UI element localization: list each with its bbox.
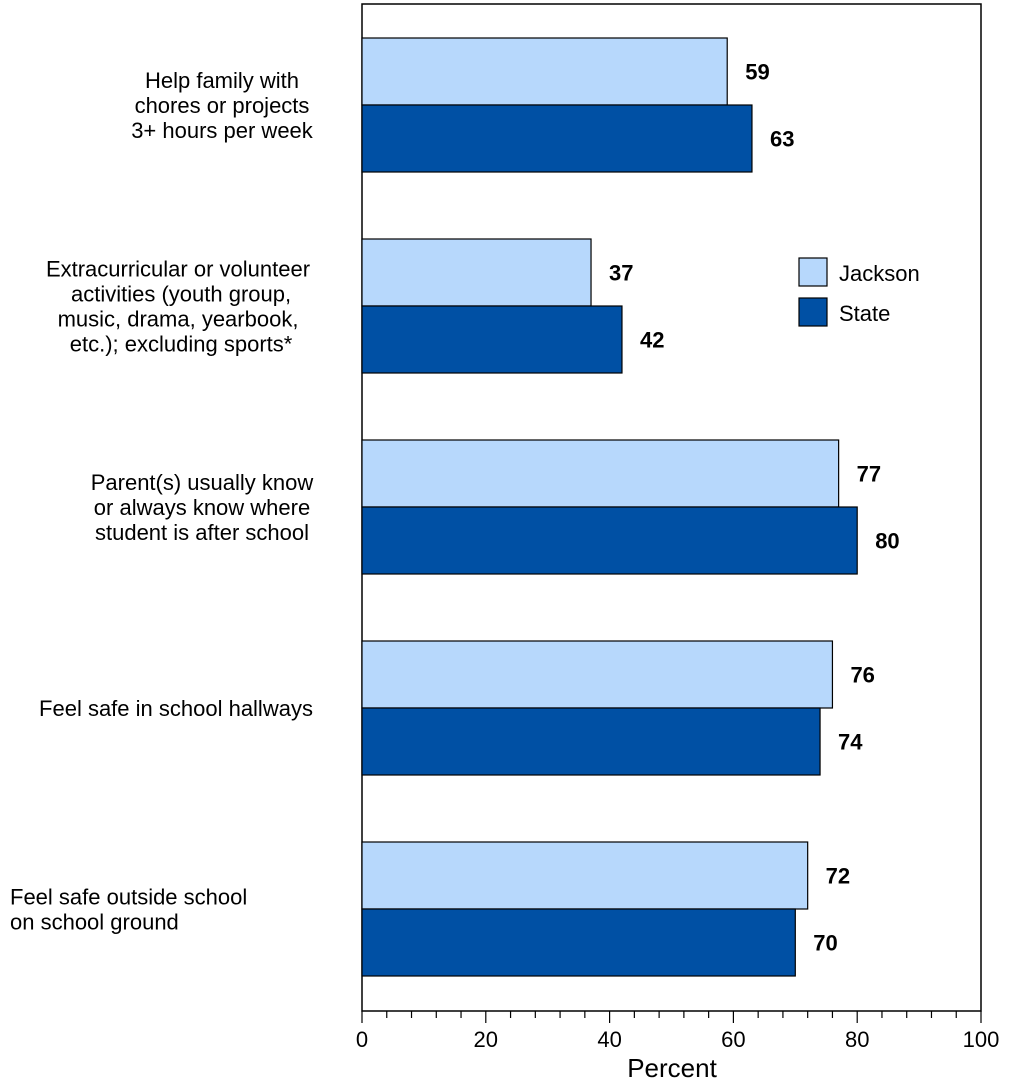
category-label-line: student is after school [95, 520, 309, 545]
category-label-line: Extracurricular or volunteer [46, 257, 310, 282]
value-label-state-1: 42 [640, 328, 664, 353]
value-label-state-3: 74 [838, 730, 863, 755]
legend-label-state: State [839, 301, 890, 326]
x-tick-label-60: 60 [721, 1027, 745, 1052]
x-tick-label-100: 100 [963, 1027, 1000, 1052]
x-tick-label-20: 20 [474, 1027, 498, 1052]
x-tick-label-0: 0 [356, 1027, 368, 1052]
bar-state-0 [361, 104, 753, 173]
value-label-jackson-1: 37 [609, 261, 633, 286]
category-label-line: activities (youth group, [65, 282, 291, 307]
legend-label-jackson: Jackson [839, 261, 920, 286]
bar-state-3 [361, 707, 821, 776]
category-label-2: Parent(s) usually know or always know whe… [91, 470, 314, 545]
bar-jackson-0 [361, 37, 728, 106]
bar-state-2 [361, 506, 858, 575]
value-label-jackson-3: 76 [850, 663, 874, 688]
category-label-4: Feel safe outside school on school ground [10, 885, 247, 935]
category-label-line: on school ground [10, 910, 179, 935]
bar-jackson-2 [361, 439, 840, 508]
bar-jackson-3 [361, 640, 834, 709]
value-label-jackson-0: 59 [745, 60, 769, 85]
value-label-state-4: 70 [813, 931, 837, 956]
category-label-line: Feel safe outside school [10, 885, 247, 910]
bar-jackson-4 [361, 841, 809, 910]
legend: Jackson State [798, 257, 920, 327]
category-label-line: 3+ hours per week [131, 118, 314, 143]
x-tick-label-40: 40 [597, 1027, 621, 1052]
legend-swatch-jackson [798, 257, 828, 287]
value-labels-group: 59 63 37 42 77 80 76 74 72 70 [609, 60, 900, 956]
x-tick-label-80: 80 [845, 1027, 869, 1052]
value-label-jackson-4: 72 [826, 864, 850, 889]
bar-state-1 [361, 305, 623, 374]
category-label-line: or always know where [94, 495, 310, 520]
category-label-line: Parent(s) usually know [91, 470, 314, 495]
category-label-line: Feel safe in school hallways [39, 696, 313, 721]
value-label-jackson-2: 77 [857, 462, 881, 487]
bar-state-4 [361, 908, 796, 977]
x-axis: 0 20 40 60 80 100 [356, 1011, 999, 1052]
value-label-state-0: 63 [770, 127, 794, 152]
category-label-line: chores or projects [135, 93, 310, 118]
category-label-line: etc.); excluding sports* [64, 332, 293, 357]
category-label-line: Help family with [145, 68, 299, 93]
category-label-line: music, drama, yearbook, [58, 307, 299, 332]
value-label-state-2: 80 [875, 529, 899, 554]
category-label-0: Help family with chores or projects 3+ hou… [131, 68, 314, 143]
legend-swatch-state [798, 297, 828, 327]
category-label-1: Extracurricular or volunteer activities … [46, 257, 310, 357]
category-labels-group: Help family with chores or projects 3+ hou… [10, 68, 314, 935]
category-label-3: Feel safe in school hallways [39, 696, 313, 721]
bars-group [361, 37, 858, 977]
bar-jackson-1 [361, 238, 592, 307]
x-axis-title: Percent [627, 1053, 717, 1083]
